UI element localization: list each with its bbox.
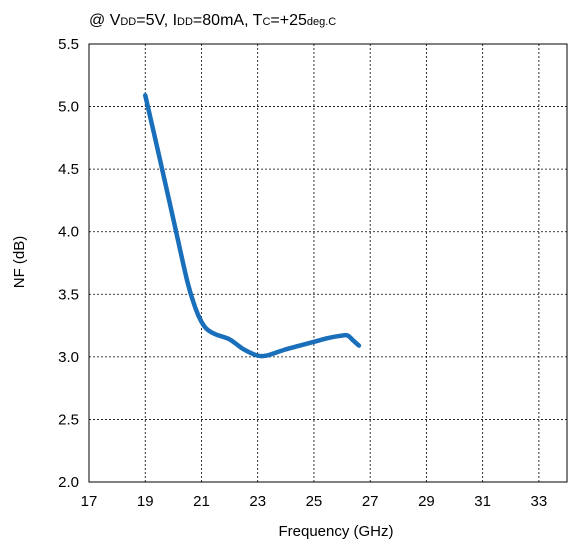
chart-title: @ VDD=5V, IDD=80mA, TC=+25deg.C: [89, 12, 336, 29]
x-tick-labels: 17 19 21 23 25 27 29 31 33: [81, 493, 548, 510]
chart-title-part: =5V, I: [136, 12, 177, 29]
x-tick-label: 25: [306, 493, 323, 510]
x-tick-label: 21: [193, 493, 210, 510]
x-tick-label: 29: [418, 493, 435, 510]
x-tick-label: 27: [362, 493, 379, 510]
y-tick-label: 2.5: [58, 411, 79, 428]
y-tick-label: 4.5: [58, 161, 79, 178]
grid-lines: [89, 44, 567, 482]
x-tick-label: 31: [474, 493, 491, 510]
x-tick-label: 23: [249, 493, 266, 510]
nf-series-line: [142, 93, 362, 359]
y-tick-label: 5.0: [58, 99, 79, 116]
chart-title-part: =80mA, T: [193, 12, 263, 29]
chart-title-part: DD: [177, 16, 193, 28]
chart-title-part: @ V: [89, 12, 121, 29]
y-tick-label: 2.0: [58, 474, 79, 491]
chart-title-part: DD: [120, 16, 136, 28]
x-tick-label: 17: [81, 493, 98, 510]
y-axis-label: NF (dB): [11, 236, 28, 289]
x-tick-label: 19: [137, 493, 154, 510]
y-tick-labels: 2.0 2.5 3.0 3.5 4.0 4.5 5.0 5.5: [58, 36, 79, 491]
y-tick-label: 3.0: [58, 349, 79, 366]
y-tick-label: 5.5: [58, 36, 79, 53]
y-tick-label: 3.5: [58, 286, 79, 303]
chart-title-part: deg.C: [307, 16, 336, 28]
plot-area-frame: [88, 43, 568, 483]
chart-title-part: C: [262, 16, 270, 28]
chart-title-part: =+25: [270, 12, 307, 29]
x-tick-label: 33: [531, 493, 548, 510]
x-axis-label: Frequency (GHz): [278, 523, 393, 540]
series-layer: [142, 93, 362, 359]
y-tick-label: 4.0: [58, 224, 79, 241]
